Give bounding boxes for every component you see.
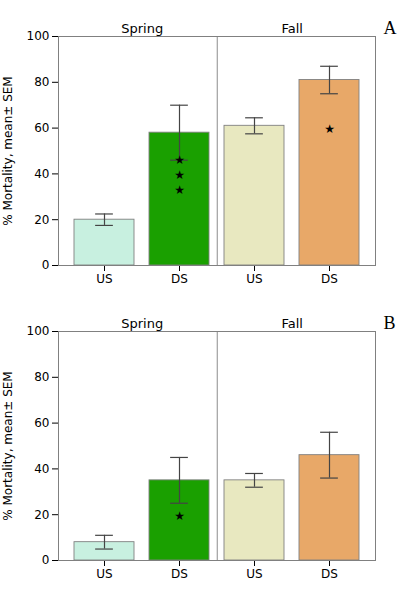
svg-text:0: 0 <box>42 258 50 272</box>
svg-text:DS: DS <box>171 567 188 581</box>
svg-text:US: US <box>96 272 112 286</box>
svg-text:★: ★ <box>324 122 335 136</box>
svg-text:DS: DS <box>321 567 338 581</box>
svg-text:DS: DS <box>321 272 338 286</box>
svg-text:80: 80 <box>34 75 49 89</box>
svg-text:% Mortality, mean± SEM: % Mortality, mean± SEM <box>1 371 15 520</box>
svg-text:80: 80 <box>34 370 49 384</box>
svg-text:US: US <box>246 272 262 286</box>
svg-text:40: 40 <box>34 167 49 181</box>
svg-text:DS: DS <box>171 272 188 286</box>
svg-text:100: 100 <box>27 29 50 43</box>
svg-text:% Mortality, mean± SEM: % Mortality, mean± SEM <box>1 76 15 225</box>
svg-text:US: US <box>96 567 112 581</box>
svg-text:★★★: ★★★ <box>174 153 185 197</box>
svg-text:Fall: Fall <box>281 316 302 331</box>
svg-text:60: 60 <box>34 121 49 135</box>
svg-text:Spring: Spring <box>121 21 163 36</box>
svg-text:Spring: Spring <box>121 316 163 331</box>
svg-text:★: ★ <box>174 509 185 523</box>
svg-text:40: 40 <box>34 462 49 476</box>
svg-text:60: 60 <box>34 416 49 430</box>
svg-text:Fall: Fall <box>281 21 302 36</box>
svg-text:US: US <box>246 567 262 581</box>
svg-text:20: 20 <box>34 213 49 227</box>
svg-text:100: 100 <box>27 324 50 338</box>
svg-text:A: A <box>384 18 397 38</box>
svg-text:0: 0 <box>42 553 50 567</box>
svg-text:20: 20 <box>34 508 49 522</box>
svg-text:B: B <box>384 313 396 333</box>
